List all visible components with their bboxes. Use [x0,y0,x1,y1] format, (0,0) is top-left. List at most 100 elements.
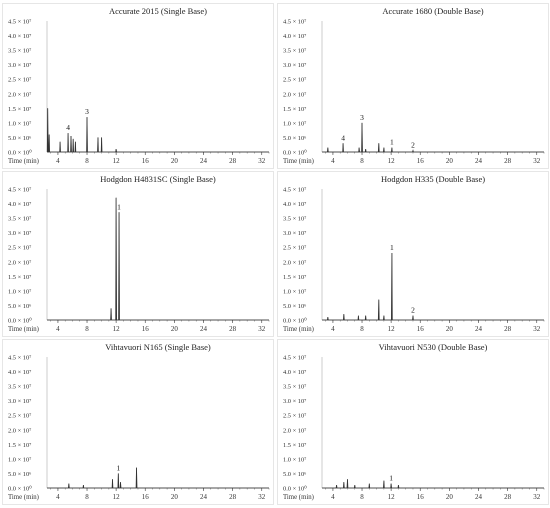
x-axis-label: Time (min) [283,326,314,333]
x-tick-label: 20 [446,493,454,501]
chart-title: Hodgdon H4831SC (Single Base) [100,174,216,184]
y-tick-label: 4.5 × 10⁷ [8,355,31,362]
y-tick-label: 2.0 × 10⁷ [8,91,31,98]
chromatogram-svg: Vihtavuori N165 (Single Base) 4.5 × 10⁷ 4.… [8,342,270,501]
x-tick-label: 4 [56,157,60,165]
y-tick-label: 3.0 × 10⁷ [283,62,306,69]
x-tick-label: 28 [229,157,237,165]
peak-annotation: 2 [411,306,415,315]
y-tick-label: 4.5 × 10⁷ [283,187,306,194]
x-tick-label: 24 [475,493,483,501]
y-tick-label: 1.5 × 10⁷ [283,106,306,113]
y-tick-label: 4.5 × 10⁷ [8,19,31,26]
chromatogram-trace [322,479,544,489]
y-tick-label: 2.5 × 10⁷ [8,77,31,84]
x-tick-label: 32 [258,325,266,333]
x-tick-label: 20 [171,493,179,501]
x-tick-label: 20 [171,157,179,165]
x-tick-label: 20 [446,325,454,333]
x-tick-label: 12 [388,493,396,501]
x-tick-label: 8 [85,325,89,333]
y-tick-label: 0.0 × 10⁰ [283,150,307,157]
x-tick-label: 8 [85,493,89,501]
y-tick-label: 3.5 × 10⁷ [283,384,306,391]
chromatogram-panel: Hodgdon H4831SC (Single Base) 4.5 × 10⁷ 4.… [2,171,274,337]
peak-annotation: 1 [389,474,393,483]
x-tick-label: 32 [258,157,266,165]
x-tick-label: 28 [504,157,512,165]
x-tick-label: 28 [504,493,512,501]
y-tick-label: 2.5 × 10⁷ [283,413,306,420]
y-tick-label: 4.0 × 10⁷ [283,201,306,208]
x-tick-label: 24 [475,157,483,165]
y-tick-label: 4.5 × 10⁷ [8,187,31,194]
chromatogram-svg: Accurate 1680 (Double Base) 4.5 × 10⁷ 4.0 … [283,6,545,165]
peak-annotation: 1 [390,138,394,147]
y-tick-label: 4.5 × 10⁷ [283,19,306,26]
y-tick-label: 2.5 × 10⁷ [8,413,31,420]
peak-annotation: 1 [390,243,394,252]
chromatogram-trace [47,467,269,489]
chromatogram-panel: Hodgdon H335 (Double Base) 4.5 × 10⁷ 4.0 ×… [277,171,549,337]
peak-annotation: 2 [411,141,415,150]
x-tick-label: 12 [113,325,121,333]
x-tick-label: 4 [331,157,335,165]
y-tick-label: 5.0 × 10⁶ [283,303,306,310]
y-tick-label: 5.0 × 10⁶ [283,471,306,478]
chromatogram-panel: Vihtavuori N530 (Double Base) 4.5 × 10⁷ 4.… [277,339,549,505]
chromatogram-panel: Vihtavuori N165 (Single Base) 4.5 × 10⁷ 4.… [2,339,274,505]
y-tick-label: 1.0 × 10⁷ [283,456,306,463]
y-tick-label: 0.0 × 10⁰ [283,318,307,325]
y-tick-label: 4.0 × 10⁷ [8,369,31,376]
x-tick-label: 24 [200,325,208,333]
x-tick-label: 16 [417,493,425,501]
x-tick-label: 32 [533,325,541,333]
y-tick-label: 3.0 × 10⁷ [8,398,31,405]
x-tick-label: 4 [56,493,60,501]
y-tick-label: 1.5 × 10⁷ [283,442,306,449]
x-axis-label: Time (min) [283,494,314,501]
x-axis-label: Time (min) [8,158,39,165]
y-tick-label: 4.0 × 10⁷ [283,33,306,40]
x-tick-label: 16 [417,325,425,333]
x-tick-label: 12 [113,493,121,501]
x-tick-label: 28 [229,493,237,501]
y-tick-label: 0.0 × 10⁰ [8,150,32,157]
chart-title: Accurate 1680 (Double Base) [382,6,483,16]
x-tick-label: 8 [360,157,364,165]
chromatogram-panel: Accurate 2015 (Single Base) 4.5 × 10⁷ 4.0 … [2,3,274,169]
x-axis-label: Time (min) [283,158,314,165]
chart-title: Hodgdon H335 (Double Base) [381,174,485,184]
x-tick-label: 8 [360,325,364,333]
x-tick-label: 4 [331,493,335,501]
y-tick-label: 3.5 × 10⁷ [283,216,306,223]
x-tick-label: 8 [360,493,364,501]
chromatogram-svg: Hodgdon H4831SC (Single Base) 4.5 × 10⁷ 4.… [8,174,270,333]
x-tick-label: 20 [446,157,454,165]
y-tick-label: 1.5 × 10⁷ [283,274,306,281]
chromatogram-svg: Accurate 2015 (Single Base) 4.5 × 10⁷ 4.0 … [8,6,270,165]
chart-title: Vihtavuori N165 (Single Base) [105,342,211,352]
x-tick-label: 12 [113,157,121,165]
y-tick-label: 4.0 × 10⁷ [8,33,31,40]
x-tick-label: 32 [258,493,266,501]
y-tick-label: 0.0 × 10⁰ [8,318,32,325]
y-tick-label: 4.5 × 10⁷ [283,355,306,362]
y-tick-label: 1.0 × 10⁷ [283,288,306,295]
y-tick-label: 1.5 × 10⁷ [8,106,31,113]
y-tick-label: 2.0 × 10⁷ [283,259,306,266]
y-tick-label: 0.0 × 10⁰ [8,486,32,493]
y-tick-label: 2.0 × 10⁷ [8,427,31,434]
x-tick-label: 4 [331,325,335,333]
chromatogram-trace [47,197,269,321]
y-tick-label: 1.0 × 10⁷ [8,456,31,463]
y-tick-label: 5.0 × 10⁶ [8,303,31,310]
y-tick-label: 2.0 × 10⁷ [283,91,306,98]
peak-annotation: 4 [66,123,70,132]
chromatogram-panel: Accurate 1680 (Double Base) 4.5 × 10⁷ 4.0 … [277,3,549,169]
x-tick-label: 28 [229,325,237,333]
chromatogram-svg: Hodgdon H335 (Double Base) 4.5 × 10⁷ 4.0 ×… [283,174,545,333]
y-tick-label: 5.0 × 10⁶ [283,135,306,142]
y-tick-label: 2.5 × 10⁷ [283,245,306,252]
